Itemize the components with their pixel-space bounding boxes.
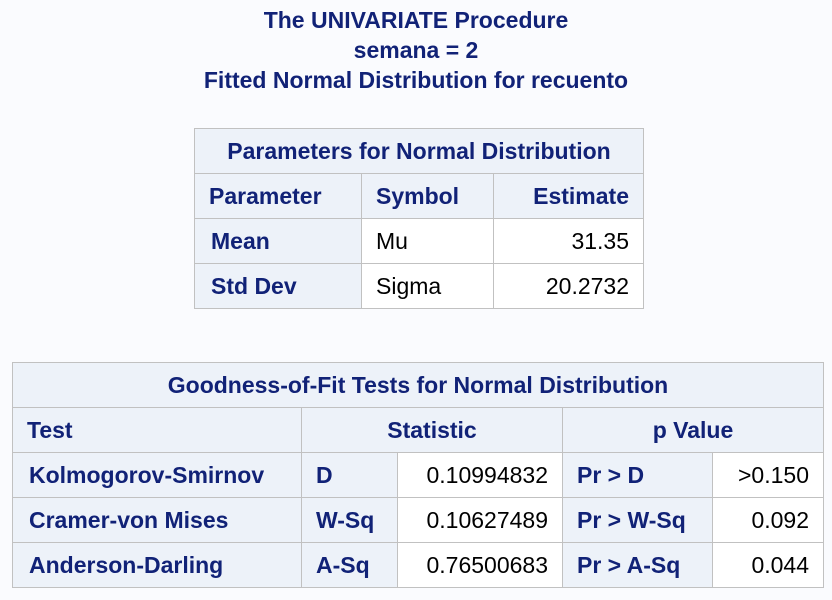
procedure-title: The UNIVARIATE Procedure bbox=[263, 7, 569, 33]
column-header-statistic: Statistic bbox=[301, 407, 563, 453]
row-header-parameter: Mean bbox=[194, 218, 362, 264]
table-row: Std Dev Sigma 20.2732 bbox=[194, 263, 644, 309]
cell-symbol: Mu bbox=[361, 218, 494, 264]
cell-p-value: 0.092 bbox=[712, 497, 824, 543]
row-header-test: Cramer-von Mises bbox=[12, 497, 302, 543]
by-group-title: semana = 2 bbox=[353, 37, 479, 63]
goodness-of-fit-table: Goodness-of-Fit Tests for Normal Distrib… bbox=[12, 362, 824, 588]
goodness-of-fit-caption: Goodness-of-Fit Tests for Normal Distrib… bbox=[12, 362, 824, 408]
cell-statistic-symbol: D bbox=[301, 452, 398, 498]
fitted-distribution-title: Fitted Normal Distribution for recuento bbox=[203, 67, 629, 93]
cell-p-value-label: Pr > A-Sq bbox=[562, 542, 713, 588]
cell-statistic-value: 0.10627489 bbox=[397, 497, 563, 543]
table-row: Cramer-von Mises W-Sq 0.10627489 Pr > W-… bbox=[12, 497, 824, 543]
cell-statistic-value: 0.76500683 bbox=[397, 542, 563, 588]
cell-p-value-label: Pr > D bbox=[562, 452, 713, 498]
column-header-estimate: Estimate bbox=[493, 173, 644, 219]
procedure-titles: The UNIVARIATE Procedure semana = 2 Fitt… bbox=[0, 5, 832, 95]
cell-p-value: 0.044 bbox=[712, 542, 824, 588]
cell-statistic-symbol: A-Sq bbox=[301, 542, 398, 588]
row-header-test: Kolmogorov-Smirnov bbox=[12, 452, 302, 498]
table-row: Kolmogorov-Smirnov D 0.10994832 Pr > D >… bbox=[12, 452, 824, 498]
column-header-parameter: Parameter bbox=[194, 173, 362, 219]
cell-statistic-value: 0.10994832 bbox=[397, 452, 563, 498]
column-header-test: Test bbox=[12, 407, 302, 453]
table-row: Anderson-Darling A-Sq 0.76500683 Pr > A-… bbox=[12, 542, 824, 588]
parameters-table: Parameters for Normal Distribution Param… bbox=[194, 128, 644, 309]
cell-estimate: 20.2732 bbox=[493, 263, 644, 309]
column-header-p-value: p Value bbox=[562, 407, 824, 453]
row-header-parameter: Std Dev bbox=[194, 263, 362, 309]
cell-p-value-label: Pr > W-Sq bbox=[562, 497, 713, 543]
cell-estimate: 31.35 bbox=[493, 218, 644, 264]
row-header-test: Anderson-Darling bbox=[12, 542, 302, 588]
parameters-table-caption: Parameters for Normal Distribution bbox=[194, 128, 644, 174]
table-row: Mean Mu 31.35 bbox=[194, 218, 644, 264]
cell-p-value: >0.150 bbox=[712, 452, 824, 498]
column-header-symbol: Symbol bbox=[361, 173, 494, 219]
cell-symbol: Sigma bbox=[361, 263, 494, 309]
cell-statistic-symbol: W-Sq bbox=[301, 497, 398, 543]
